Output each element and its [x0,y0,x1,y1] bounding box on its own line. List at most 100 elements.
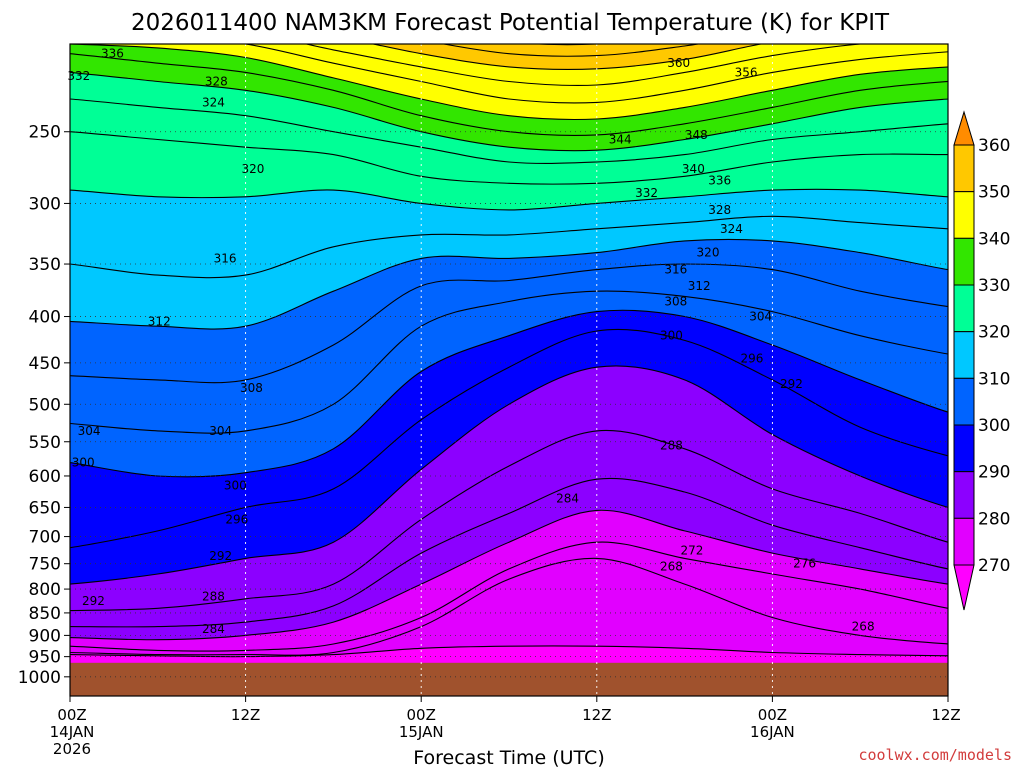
y-tick-label: 750 [29,555,61,575]
contour-label: 308 [664,295,687,309]
colorbar-tick-label: 350 [978,183,1010,203]
colorbar-tick-label: 330 [978,276,1010,296]
contour-label: 304 [78,424,101,438]
contour-label: 304 [209,424,232,438]
colorbar-box [953,191,975,239]
contour-label: 316 [214,251,237,265]
colorbar-box [953,424,975,473]
isentrope-316 [70,215,948,279]
contour-label: 336 [708,173,731,187]
y-tick-label: 650 [29,498,61,518]
pressure-axis: 2503003504004505005506006507007508008509… [18,123,70,688]
contour-label: 292 [780,377,803,391]
contour-label: 320 [241,162,264,176]
x-tick-date: 15JAN [399,723,444,741]
x-tick-hour: 12Z [231,706,260,724]
contour-label: 324 [202,95,225,109]
y-tick-label: 1000 [18,668,61,688]
isentrope-292 [70,365,948,585]
contour-label: 356 [735,65,758,79]
colorbar-tick-label: 270 [978,556,1010,576]
colorbar-box [953,331,975,379]
isentrope-lines [70,44,948,658]
contour-label: 336 [101,47,124,61]
isentrope-308 [70,263,948,384]
x-tick-hour: 00Z [57,706,86,724]
colorbar-box [953,517,975,566]
contour-label: 296 [225,512,248,526]
y-tick-label: 300 [29,194,61,214]
ground-layer [70,662,948,696]
y-tick-label: 800 [29,580,61,600]
colorbar-box [953,144,975,193]
isentrope-288 [70,429,948,612]
colorbar-box [953,377,975,426]
colorbar-tick-label: 280 [978,509,1010,529]
y-tick-label: 900 [29,626,61,646]
y-tick-label: 700 [29,528,61,548]
colorbar-tick-label: 290 [978,463,1010,483]
colorbar-tick-label: 360 [978,136,1010,156]
y-tick-label: 550 [29,433,61,453]
contour-label: 292 [82,594,105,608]
contour-label: 328 [205,74,228,88]
contour-label: 320 [697,246,720,260]
y-tick-label: 850 [29,604,61,624]
contour-label: 328 [708,203,731,217]
contour-label: 312 [688,279,711,293]
x-tick-hour: 00Z [407,706,436,724]
contour-label: 316 [664,263,687,277]
isentrope-320 [70,188,948,211]
isentrope-296 [70,328,948,549]
contour-label: 268 [852,620,875,634]
isentrope-304 [70,290,948,434]
isentrope-332 [70,71,948,152]
contour-label: 324 [720,222,743,236]
contour-label: 340 [682,162,705,176]
y-tick-label: 600 [29,467,61,487]
isentrope-272 [70,557,948,656]
contour-label: 276 [793,557,816,571]
contour-label: 308 [240,381,263,395]
colorbar-tick-label: 310 [978,369,1010,389]
isentrope-276 [70,541,948,652]
contour-label: 304 [749,310,772,324]
colorbar-bottom-arrow [953,564,975,611]
x-tick-hour: 00Z [758,706,787,724]
contour-label: 288 [202,589,225,603]
isentrope-300 [70,309,948,478]
colorbar: 360 350 340 330 320 310 300 290 280 270 [953,110,1010,611]
isentrope-356 [440,44,702,57]
x-axis-label: Forecast Time (UTC) [413,747,604,768]
contour-label: 360 [667,56,690,70]
colorbar-top-arrow [953,110,975,146]
colorbar-tick-label: 300 [978,416,1010,436]
plot-frame [69,43,949,697]
x-tick-date: 16JAN [750,723,795,741]
colorbar-tick-label: 320 [978,323,1010,343]
contour-label: 292 [209,549,232,563]
colorbar-box [953,284,975,333]
contour-label: 268 [660,559,683,573]
isentrope-312 [70,238,948,330]
contour-label: 272 [680,543,703,557]
isentrope-284 [70,477,948,628]
contour-label: 300 [660,329,683,343]
contour-label: 332 [67,69,90,83]
contour-label: 300 [72,456,95,470]
contour-label: 300 [224,479,247,493]
y-tick-label: 350 [29,255,61,275]
isentrope-324 [70,131,948,185]
contour-label: 312 [148,314,171,328]
x-tick-hour: 12Z [582,706,611,724]
isentrope-344 [241,44,948,104]
y-tick-label: 450 [29,354,61,374]
credit-text: coolwx.com/models [858,746,1012,764]
x-tick-hour: 12Z [931,706,960,724]
y-tick-label: 500 [29,395,61,415]
x-tick-year: 2026 [53,740,91,758]
y-tick-label: 250 [29,123,61,143]
